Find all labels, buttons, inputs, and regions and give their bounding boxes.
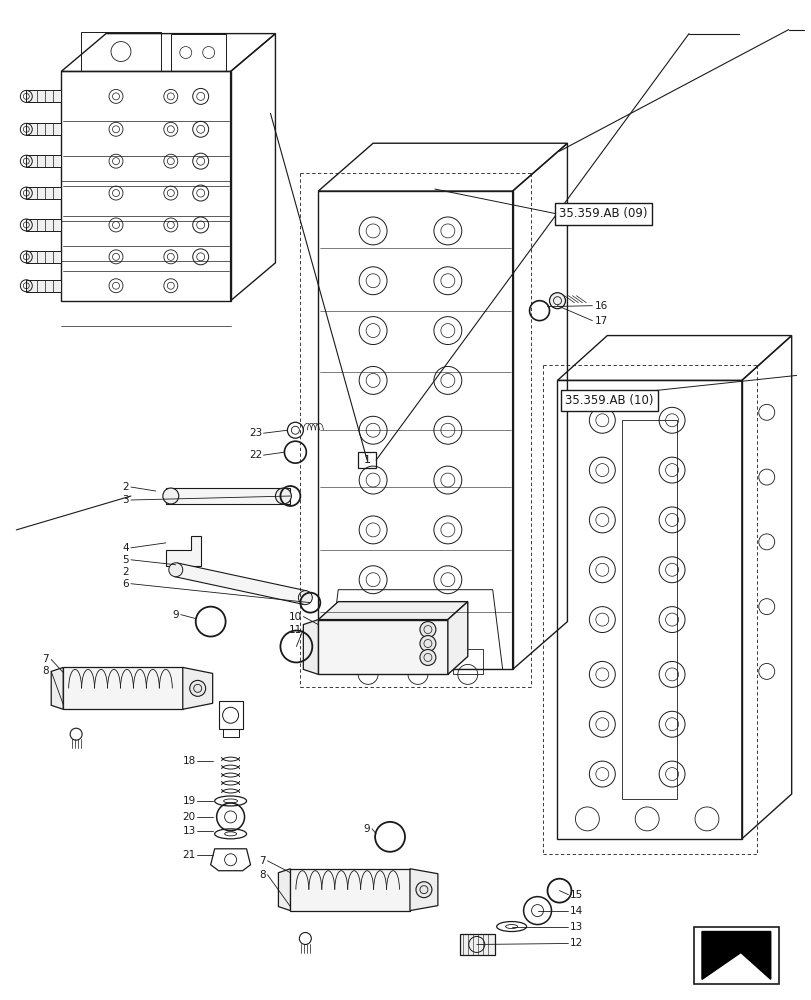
- Bar: [353, 649, 383, 674]
- Text: 23: 23: [249, 428, 262, 438]
- Polygon shape: [702, 932, 770, 979]
- Text: 9: 9: [363, 824, 370, 834]
- Text: 20: 20: [182, 812, 195, 822]
- Polygon shape: [303, 620, 318, 674]
- Circle shape: [415, 882, 431, 898]
- Bar: [459, 934, 494, 955]
- Text: 7: 7: [259, 856, 265, 866]
- Text: 16: 16: [594, 301, 607, 311]
- Text: 12: 12: [569, 938, 582, 948]
- Polygon shape: [51, 667, 63, 709]
- Text: 22: 22: [249, 450, 262, 460]
- Polygon shape: [165, 536, 200, 566]
- Polygon shape: [182, 667, 212, 709]
- Text: 3: 3: [122, 495, 129, 505]
- Bar: [453, 649, 483, 674]
- Text: 8: 8: [259, 870, 265, 880]
- Text: 1: 1: [363, 455, 370, 465]
- Text: 2: 2: [122, 567, 129, 577]
- Circle shape: [419, 636, 436, 651]
- Polygon shape: [448, 602, 467, 674]
- Polygon shape: [278, 869, 290, 911]
- Text: 18: 18: [182, 756, 195, 766]
- Polygon shape: [318, 602, 467, 620]
- Bar: [621, 420, 676, 799]
- Circle shape: [190, 680, 205, 696]
- Polygon shape: [63, 667, 182, 709]
- Polygon shape: [26, 219, 61, 231]
- Text: 21: 21: [182, 850, 195, 860]
- Polygon shape: [26, 251, 61, 263]
- Text: 6: 6: [122, 579, 129, 589]
- Circle shape: [549, 293, 564, 309]
- Circle shape: [298, 591, 312, 605]
- Text: 5: 5: [122, 555, 129, 565]
- Polygon shape: [410, 869, 437, 911]
- Text: 7: 7: [42, 654, 49, 664]
- Bar: [222, 729, 238, 737]
- Polygon shape: [165, 488, 290, 504]
- Circle shape: [163, 488, 178, 504]
- Text: 8: 8: [42, 666, 49, 676]
- Text: 11: 11: [289, 625, 302, 635]
- Polygon shape: [26, 123, 61, 135]
- Circle shape: [419, 622, 436, 638]
- Polygon shape: [26, 90, 61, 102]
- Polygon shape: [318, 620, 448, 674]
- Polygon shape: [26, 155, 61, 167]
- Text: 10: 10: [289, 612, 302, 622]
- Bar: [358, 452, 375, 468]
- Bar: [693, 927, 778, 984]
- Polygon shape: [26, 280, 61, 292]
- Text: 9: 9: [172, 610, 178, 620]
- Bar: [402, 649, 432, 674]
- Bar: [170, 34, 225, 71]
- Polygon shape: [26, 187, 61, 199]
- Text: 35.359.AB (09): 35.359.AB (09): [559, 207, 647, 220]
- Text: 13: 13: [182, 826, 195, 836]
- Text: 15: 15: [569, 890, 582, 900]
- Text: 35.359.AB (10): 35.359.AB (10): [564, 394, 653, 407]
- Text: 19: 19: [182, 796, 195, 806]
- Text: 2: 2: [122, 482, 129, 492]
- Text: 4: 4: [122, 543, 129, 553]
- Polygon shape: [174, 563, 307, 604]
- Circle shape: [419, 649, 436, 665]
- Text: 17: 17: [594, 316, 607, 326]
- Bar: [218, 701, 242, 729]
- Circle shape: [169, 563, 182, 577]
- Text: 13: 13: [569, 922, 582, 932]
- Text: 14: 14: [569, 906, 582, 916]
- Bar: [81, 32, 161, 71]
- Circle shape: [275, 488, 291, 504]
- Polygon shape: [290, 869, 410, 911]
